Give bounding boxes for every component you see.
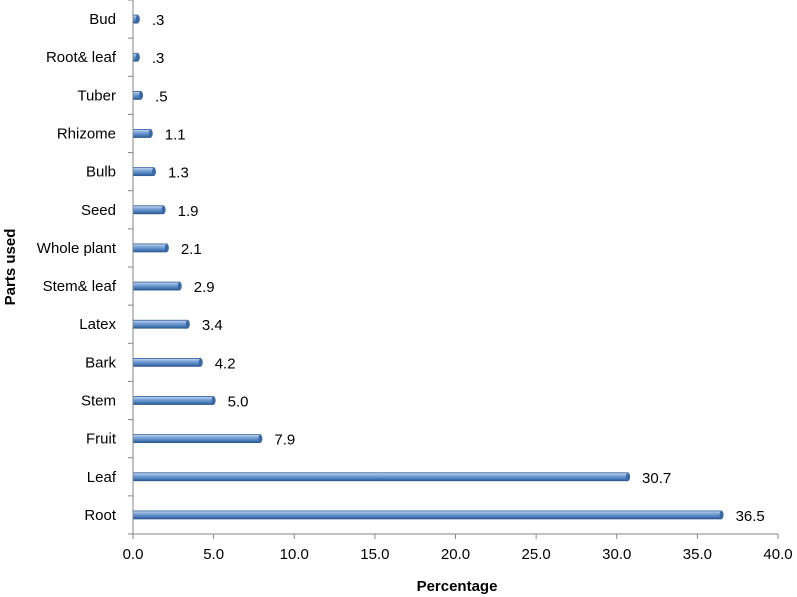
category-label: Latex (79, 316, 116, 333)
bar-latex (132, 319, 189, 329)
category-label: Tuber (77, 87, 116, 104)
category-label: Stem& leaf (43, 278, 117, 295)
bar-end-cap (211, 396, 216, 405)
x-tick-label: 25.0 (522, 546, 551, 563)
value-label: .3 (152, 12, 165, 29)
bar-end-cap (258, 434, 263, 443)
bar-end-cap (135, 53, 140, 62)
category-label: Leaf (87, 469, 117, 486)
x-tick-label: 40.0 (763, 546, 792, 563)
bars-layer (132, 14, 724, 520)
bar-whole-plant (132, 243, 168, 253)
value-label: 36.5 (736, 508, 765, 525)
category-label: Fruit (86, 431, 117, 448)
value-label: 2.9 (194, 279, 215, 296)
bar-stem-leaf (132, 281, 181, 291)
category-label: Bud (89, 11, 116, 28)
axes: 0.0 5.0 10.0 15.0 20.0 25.0 30.0 35.0 40.0 (123, 0, 793, 563)
value-labels: 36.5 30.7 7.9 5.0 4.2 3.4 2.9 2.1 1.9 1.3 1.1 .5 .3.… (152, 12, 765, 525)
category-label: Root& leaf (46, 49, 117, 66)
x-axis-title: Percentage (417, 578, 498, 595)
bar-fruit (132, 434, 261, 444)
category-label: Stem (81, 393, 116, 410)
bar-end-cap (198, 358, 203, 367)
value-label: 7.9 (274, 432, 295, 449)
bar-end-cap (139, 91, 144, 100)
x-tick-label: 20.0 (441, 546, 470, 563)
value-label: .5 (155, 88, 168, 105)
bar-end-cap (719, 510, 724, 519)
value-label: 1.9 (178, 203, 199, 220)
y-axis-title: Parts used (2, 229, 19, 306)
bar-end-cap (161, 205, 166, 214)
bar-end-cap (185, 320, 190, 329)
bar-root (132, 510, 722, 520)
x-tick-label: 15.0 (360, 546, 389, 563)
value-label: 3.4 (202, 317, 223, 334)
x-tick-label: 35.0 (683, 546, 712, 563)
x-tick-label: 0.0 (123, 546, 144, 563)
bar-end-cap (164, 243, 169, 252)
bar-end-cap (135, 15, 140, 24)
bar-stem (132, 396, 215, 405)
category-labels: Root Leaf Fruit Stem Bark Latex Stem& leaf Whol… (37, 11, 117, 524)
bar-bark (132, 357, 202, 367)
value-label: 1.3 (168, 165, 189, 182)
bar-seed (132, 205, 165, 215)
value-label: 2.1 (181, 241, 202, 258)
x-tick-label: 10.0 (280, 546, 309, 563)
bar-end-cap (151, 167, 156, 176)
bar-leaf (132, 472, 629, 482)
x-tick-label: 30.0 (602, 546, 631, 563)
category-label: Root (84, 507, 117, 524)
value-label: 1.1 (165, 127, 186, 144)
bar-rhizome (132, 129, 152, 138)
value-label: 5.0 (228, 394, 249, 411)
category-label: Whole plant (37, 240, 117, 257)
x-tick-label: 5.0 (203, 546, 224, 563)
category-label: Bark (85, 354, 116, 371)
value-label: 30.7 (642, 470, 671, 487)
value-label: .3 (152, 50, 165, 67)
value-label: 4.2 (215, 355, 236, 372)
bar-end-cap (626, 472, 631, 481)
category-label: Rhizome (57, 126, 116, 143)
bar-bulb (132, 167, 155, 177)
bar-end-cap (148, 129, 153, 138)
category-label: Bulb (86, 164, 116, 181)
category-label: Seed (81, 202, 116, 219)
bar-end-cap (177, 282, 182, 291)
